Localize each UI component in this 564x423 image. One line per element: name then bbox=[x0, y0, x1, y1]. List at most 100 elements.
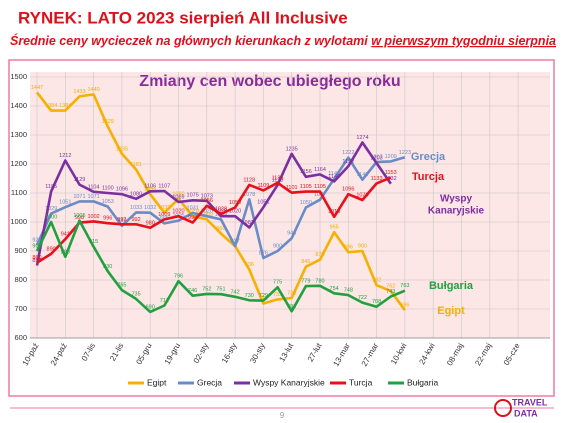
data-label: 763 bbox=[400, 283, 409, 289]
data-label: 860 bbox=[32, 255, 41, 261]
y-tick-label: 1000 bbox=[10, 217, 27, 226]
data-label: 780 bbox=[315, 278, 324, 284]
data-label: 782 bbox=[372, 278, 381, 284]
data-label: 1133 bbox=[371, 176, 383, 182]
data-label: 890 bbox=[47, 246, 56, 252]
data-label: 998 bbox=[188, 215, 197, 221]
data-label: 900 bbox=[273, 243, 282, 249]
data-label: 1069 bbox=[172, 194, 184, 200]
legend-label: Bułgaria bbox=[407, 377, 438, 387]
data-label: 960 bbox=[216, 226, 225, 232]
data-label: 1009 bbox=[201, 212, 213, 218]
data-label: 1132 bbox=[385, 176, 397, 182]
series-line bbox=[35, 156, 406, 260]
y-tick-label: 1200 bbox=[10, 159, 27, 168]
data-label: 1000 bbox=[45, 214, 57, 220]
data-label: 1128 bbox=[272, 177, 284, 183]
chart-frame bbox=[8, 59, 555, 397]
data-label: 1028 bbox=[215, 206, 227, 212]
data-label: 746 bbox=[188, 288, 197, 294]
data-label: 1192 bbox=[342, 159, 354, 165]
data-label: 1212 bbox=[59, 153, 71, 159]
data-label: 1096 bbox=[342, 187, 354, 193]
data-label: 733 bbox=[273, 292, 282, 298]
data-label: 1146 bbox=[357, 172, 369, 178]
data-label: 1029 bbox=[45, 206, 57, 212]
data-label: 1223 bbox=[399, 150, 411, 156]
data-label: 876 bbox=[259, 250, 268, 256]
data-label: 751 bbox=[216, 287, 225, 293]
series-line bbox=[35, 91, 406, 311]
data-label: 1105 bbox=[300, 184, 312, 190]
data-label: 722 bbox=[358, 295, 367, 301]
data-label: 1050 bbox=[300, 200, 312, 206]
data-label: 1005 bbox=[73, 213, 85, 219]
data-label: 1106 bbox=[144, 184, 156, 190]
data-label: 1076 bbox=[356, 192, 368, 198]
data-label: 1020 bbox=[201, 209, 213, 215]
data-label: 830 bbox=[103, 264, 112, 270]
data-label: 1020 bbox=[172, 209, 184, 215]
legend-label: Grecja bbox=[197, 377, 222, 387]
data-label: 729 bbox=[259, 293, 268, 299]
data-label: 779 bbox=[301, 279, 310, 285]
data-label: 981 bbox=[245, 220, 254, 226]
data-label: 992 bbox=[131, 217, 140, 223]
data-label: 1020 bbox=[229, 209, 241, 215]
data-label: 1149 bbox=[328, 171, 340, 177]
y-tick-label: 600 bbox=[14, 333, 27, 342]
data-label: 1100 bbox=[102, 185, 114, 191]
data-label: 1080 bbox=[172, 191, 184, 197]
data-label: 1140 bbox=[328, 174, 340, 180]
data-label: 730 bbox=[245, 293, 254, 299]
data-label: 917 bbox=[231, 239, 240, 245]
data-label: 1156 bbox=[300, 169, 312, 175]
data-label: 941 bbox=[61, 232, 70, 238]
data-label: 1153 bbox=[385, 170, 397, 176]
data-label: 917 bbox=[231, 239, 240, 245]
plot-area bbox=[30, 72, 550, 338]
data-label: 1104 bbox=[88, 184, 100, 190]
data-label: 998 bbox=[75, 215, 84, 221]
data-label: 1056 bbox=[201, 198, 213, 204]
data-label: 748 bbox=[344, 288, 353, 294]
y-tick-label: 1100 bbox=[11, 188, 27, 197]
data-label: 775 bbox=[273, 280, 282, 286]
data-label: 1274 bbox=[356, 135, 368, 141]
data-label: 1105 bbox=[314, 184, 326, 190]
data-label: 1071 bbox=[73, 194, 85, 200]
data-label: 1101 bbox=[286, 185, 298, 191]
data-label: 1433 bbox=[73, 89, 85, 95]
legend-label: Egipt bbox=[147, 377, 167, 387]
data-label: 980 bbox=[146, 220, 155, 226]
data-label: 1096 bbox=[116, 187, 128, 193]
data-label: 996 bbox=[103, 216, 112, 222]
y-tick-label: 700 bbox=[14, 304, 27, 313]
data-label: 850 bbox=[32, 258, 41, 264]
data-label: 690 bbox=[146, 304, 155, 310]
y-tick-label: 1300 bbox=[10, 130, 27, 139]
data-label: 944 bbox=[287, 231, 296, 237]
data-label: 692 bbox=[287, 304, 296, 310]
data-label: 1207 bbox=[370, 154, 382, 160]
series-line bbox=[35, 219, 406, 314]
series-annotation: Wyspy bbox=[440, 194, 472, 205]
logo-text: DATA bbox=[514, 408, 538, 418]
y-tick-label: 1400 bbox=[10, 101, 27, 110]
data-label: 992 bbox=[117, 217, 126, 223]
title: RYNEK: LATO 2023 sierpień All Inclusive bbox=[18, 8, 348, 27]
data-label: 1032 bbox=[158, 205, 170, 211]
data-label: 1447 bbox=[31, 85, 43, 91]
data-label: 1096 bbox=[144, 187, 156, 193]
data-label: 1235 bbox=[116, 146, 128, 152]
data-label: 870 bbox=[315, 252, 324, 258]
inner-title: Zmiany cen wobec ubiegłego roku bbox=[139, 73, 400, 90]
legend-label: Wyspy Kanaryjskie bbox=[253, 377, 325, 387]
data-label: 754 bbox=[330, 286, 339, 292]
data-label: 738 bbox=[287, 290, 296, 296]
data-label: 1107 bbox=[158, 183, 170, 189]
data-label: 1235 bbox=[286, 146, 298, 152]
y-tick-label: 900 bbox=[14, 246, 27, 255]
data-label: 1020 bbox=[187, 209, 199, 215]
